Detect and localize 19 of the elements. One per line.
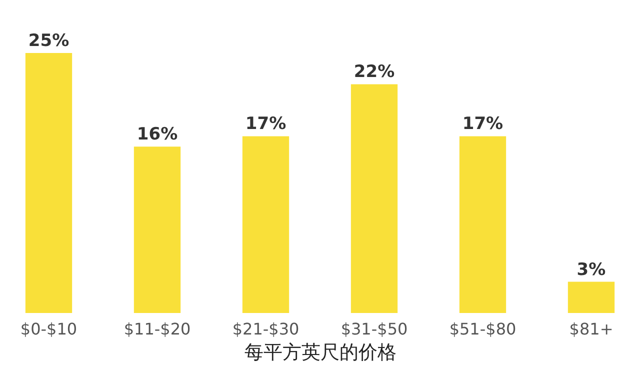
x-tick-label: $0-$10 [20,320,78,338]
bar [25,53,72,313]
bar [242,136,290,313]
x-tick-label: $51-$80 [449,320,516,338]
bar [459,136,506,313]
x-tick-label: $21-$30 [232,320,300,338]
data-label: 17% [245,114,286,134]
data-label: 25% [28,31,70,51]
bar [350,84,398,313]
data-label: 3% [576,260,606,280]
data-label: 22% [354,62,395,82]
bar [134,146,181,313]
x-tick-label: $11-$20 [124,320,191,338]
data-label: 17% [462,114,504,134]
data-label: 16% [136,124,178,145]
x-tick-label: $81+ [569,320,614,338]
bar [568,282,615,313]
x-axis-title: 每平方英尺的价格 [244,342,396,364]
x-tick-label: $31-$50 [340,320,408,338]
